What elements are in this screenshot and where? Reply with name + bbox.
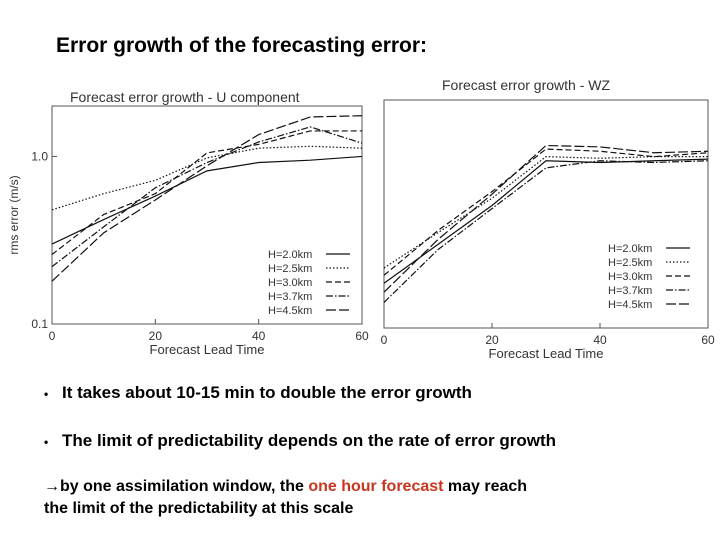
series-line-5 xyxy=(383,144,709,293)
chart-title: Forecast error growth - WZ xyxy=(442,77,610,93)
series-line-4 xyxy=(51,126,363,268)
x-tick-label: 0 xyxy=(49,329,56,343)
wz-chart: Forecast error growth - WZ 0 20 40 60 Forecas… xyxy=(381,77,715,361)
legend-label: H=2.5km xyxy=(268,263,312,275)
bullet-marker: • xyxy=(44,434,49,449)
series-line-2 xyxy=(51,145,363,211)
bullet-text: It takes about 10-15 min to double the e… xyxy=(62,383,472,402)
chart-title: Forecast error growth - U component xyxy=(70,89,300,105)
y-axis-label: rms error (m/s) xyxy=(7,175,21,254)
x-tick-label: 40 xyxy=(593,333,607,347)
series-line-4 xyxy=(383,160,709,303)
conclusion-highlight: one hour forecast xyxy=(308,478,444,495)
series-line-1 xyxy=(51,155,363,245)
y-tick-label: 0.1 xyxy=(31,317,48,331)
x-tick-label: 20 xyxy=(485,333,499,347)
legend-label: H=3.7km xyxy=(268,291,312,303)
legend-label: H=3.7km xyxy=(608,285,652,297)
legend-label: H=3.0km xyxy=(608,271,652,283)
bullet-point: • It takes about 10-15 min to double the … xyxy=(44,383,472,403)
y-tick-label: 1.0 xyxy=(31,149,48,163)
legend-label: H=3.0km xyxy=(268,277,312,289)
x-tick-label: 40 xyxy=(252,329,266,343)
series-line-5 xyxy=(51,115,363,282)
conclusion-line-2: the limit of the predictability at this … xyxy=(44,500,354,517)
x-axis-label: Forecast Lead Time xyxy=(489,346,604,361)
plot-frame xyxy=(383,99,709,329)
arrow-right-icon: → xyxy=(44,478,60,495)
legend-label: H=2.5km xyxy=(608,257,652,269)
x-tick-label: 60 xyxy=(701,333,715,347)
legend-label: H=2.0km xyxy=(268,249,312,261)
bullet-marker: • xyxy=(44,386,49,401)
series-line-3 xyxy=(383,148,709,276)
x-axis-label: Forecast Lead Time xyxy=(150,342,265,357)
conclusion-part-1: by one assimilation window, the xyxy=(60,478,309,495)
u-component-chart: Forecast error growth - U component 0 20 40… xyxy=(7,89,369,357)
conclusion-part-2: may reach xyxy=(443,478,528,495)
series-line-1 xyxy=(383,158,709,284)
slide-title: Error growth of the forecasting error: xyxy=(56,34,428,57)
x-tick-label: 20 xyxy=(149,329,163,343)
bullet-point: • The limit of predictability depends on … xyxy=(44,431,556,451)
plot-frame xyxy=(51,105,363,325)
series-line-2 xyxy=(383,156,708,269)
legend-label: H=4.5km xyxy=(608,299,652,311)
series-line-3 xyxy=(51,130,362,255)
legend-label: H=4.5km xyxy=(268,305,312,317)
conclusion-text: →by one assimilation window, the one hou… xyxy=(44,476,527,520)
x-tick-label: 60 xyxy=(355,329,369,343)
legend-label: H=2.0km xyxy=(608,243,652,255)
x-tick-label: 0 xyxy=(381,333,388,347)
bullet-text: The limit of predictability depends on t… xyxy=(62,431,556,450)
